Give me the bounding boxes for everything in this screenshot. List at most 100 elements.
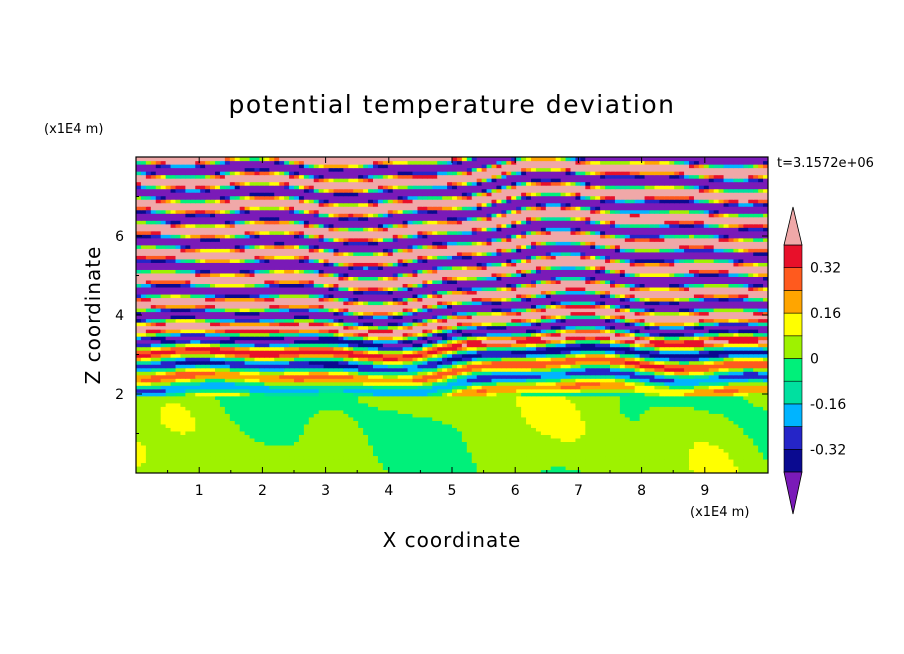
field-cell xyxy=(496,360,502,365)
field-cell xyxy=(437,423,443,428)
field-cell xyxy=(506,427,512,432)
field-cell xyxy=(219,437,226,442)
field-cell xyxy=(634,395,641,400)
field-cell xyxy=(165,388,172,393)
field-cell xyxy=(595,357,601,362)
field-cell xyxy=(501,346,507,351)
field-cell xyxy=(708,420,715,425)
field-cell xyxy=(659,416,665,421)
field-cell xyxy=(689,430,695,435)
field-cell xyxy=(555,441,562,446)
field-cell xyxy=(417,364,423,369)
field-cell xyxy=(496,451,502,457)
field-cell xyxy=(575,374,581,379)
field-cell xyxy=(289,364,295,369)
field-cell xyxy=(540,336,547,341)
field-cell xyxy=(210,381,216,386)
field-cell xyxy=(402,367,409,372)
field-cell xyxy=(545,357,552,362)
field-cell xyxy=(555,437,562,442)
field-cell xyxy=(619,388,626,393)
field-cell xyxy=(333,357,340,362)
field-cell xyxy=(368,357,374,362)
field-cell xyxy=(511,430,517,435)
field-cell xyxy=(160,420,167,425)
field-cell xyxy=(476,451,483,457)
field-cell xyxy=(654,427,660,432)
field-cell xyxy=(461,416,468,421)
field-cell xyxy=(535,409,542,414)
field-cell xyxy=(427,465,433,471)
field-cell xyxy=(180,388,186,393)
field-cell xyxy=(412,353,419,358)
field-cell xyxy=(570,343,577,348)
field-cell xyxy=(738,346,744,351)
field-cell xyxy=(501,427,507,432)
field-cell xyxy=(308,392,315,397)
field-cell xyxy=(308,469,315,473)
field-cell xyxy=(639,423,646,428)
field-cell xyxy=(145,339,152,344)
field-cell xyxy=(308,437,315,442)
field-cell xyxy=(259,462,265,467)
field-cell xyxy=(417,374,423,379)
field-cell xyxy=(254,451,261,457)
field-cell xyxy=(264,392,270,397)
field-cell xyxy=(486,441,493,446)
field-cell xyxy=(140,444,147,450)
field-cell xyxy=(422,451,428,457)
field-cell xyxy=(294,455,300,460)
field-cell xyxy=(274,409,280,414)
field-cell xyxy=(718,416,725,421)
field-cell xyxy=(654,378,660,383)
field-cell xyxy=(432,364,438,369)
field-cell xyxy=(200,462,206,467)
field-cell xyxy=(145,381,152,386)
field-cell xyxy=(264,367,270,372)
field-cell xyxy=(679,374,685,379)
field-cell xyxy=(738,336,744,341)
field-cell xyxy=(382,395,389,400)
field-cell xyxy=(585,430,591,435)
field-cell xyxy=(659,420,665,425)
field-cell xyxy=(693,451,700,457)
field-cell xyxy=(679,462,685,467)
field-cell xyxy=(239,406,246,411)
field-cell xyxy=(234,444,241,450)
field-cell xyxy=(575,346,581,351)
field-cell xyxy=(343,339,349,344)
field-cell xyxy=(348,364,354,369)
field-cell xyxy=(708,388,715,393)
field-cell xyxy=(461,388,468,393)
field-cell xyxy=(679,378,685,383)
field-cell xyxy=(644,378,651,383)
field-cell xyxy=(743,420,749,425)
field-cell xyxy=(723,437,730,442)
field-cell xyxy=(343,353,349,358)
field-cell xyxy=(353,378,359,383)
field-cell xyxy=(210,367,216,372)
field-cell xyxy=(585,378,591,383)
field-cell xyxy=(545,381,552,386)
field-cell xyxy=(239,392,246,397)
field-cell xyxy=(254,357,261,362)
field-cell xyxy=(580,455,586,460)
field-cell xyxy=(254,346,261,351)
field-cell xyxy=(432,427,438,432)
field-cell xyxy=(412,427,419,432)
field-cell xyxy=(333,441,340,446)
field-cell xyxy=(659,423,665,428)
field-cell xyxy=(570,364,577,369)
field-cell xyxy=(190,409,196,414)
field-cell xyxy=(718,413,725,418)
field-cell xyxy=(713,409,720,414)
field-cell xyxy=(190,367,196,372)
field-cell xyxy=(368,444,374,450)
field-cell xyxy=(294,374,300,379)
field-cell xyxy=(649,350,656,355)
field-cell xyxy=(264,413,270,418)
field-cell xyxy=(210,346,216,351)
field-cell xyxy=(634,350,641,355)
field-cell xyxy=(308,448,315,453)
field-cell xyxy=(669,353,675,358)
